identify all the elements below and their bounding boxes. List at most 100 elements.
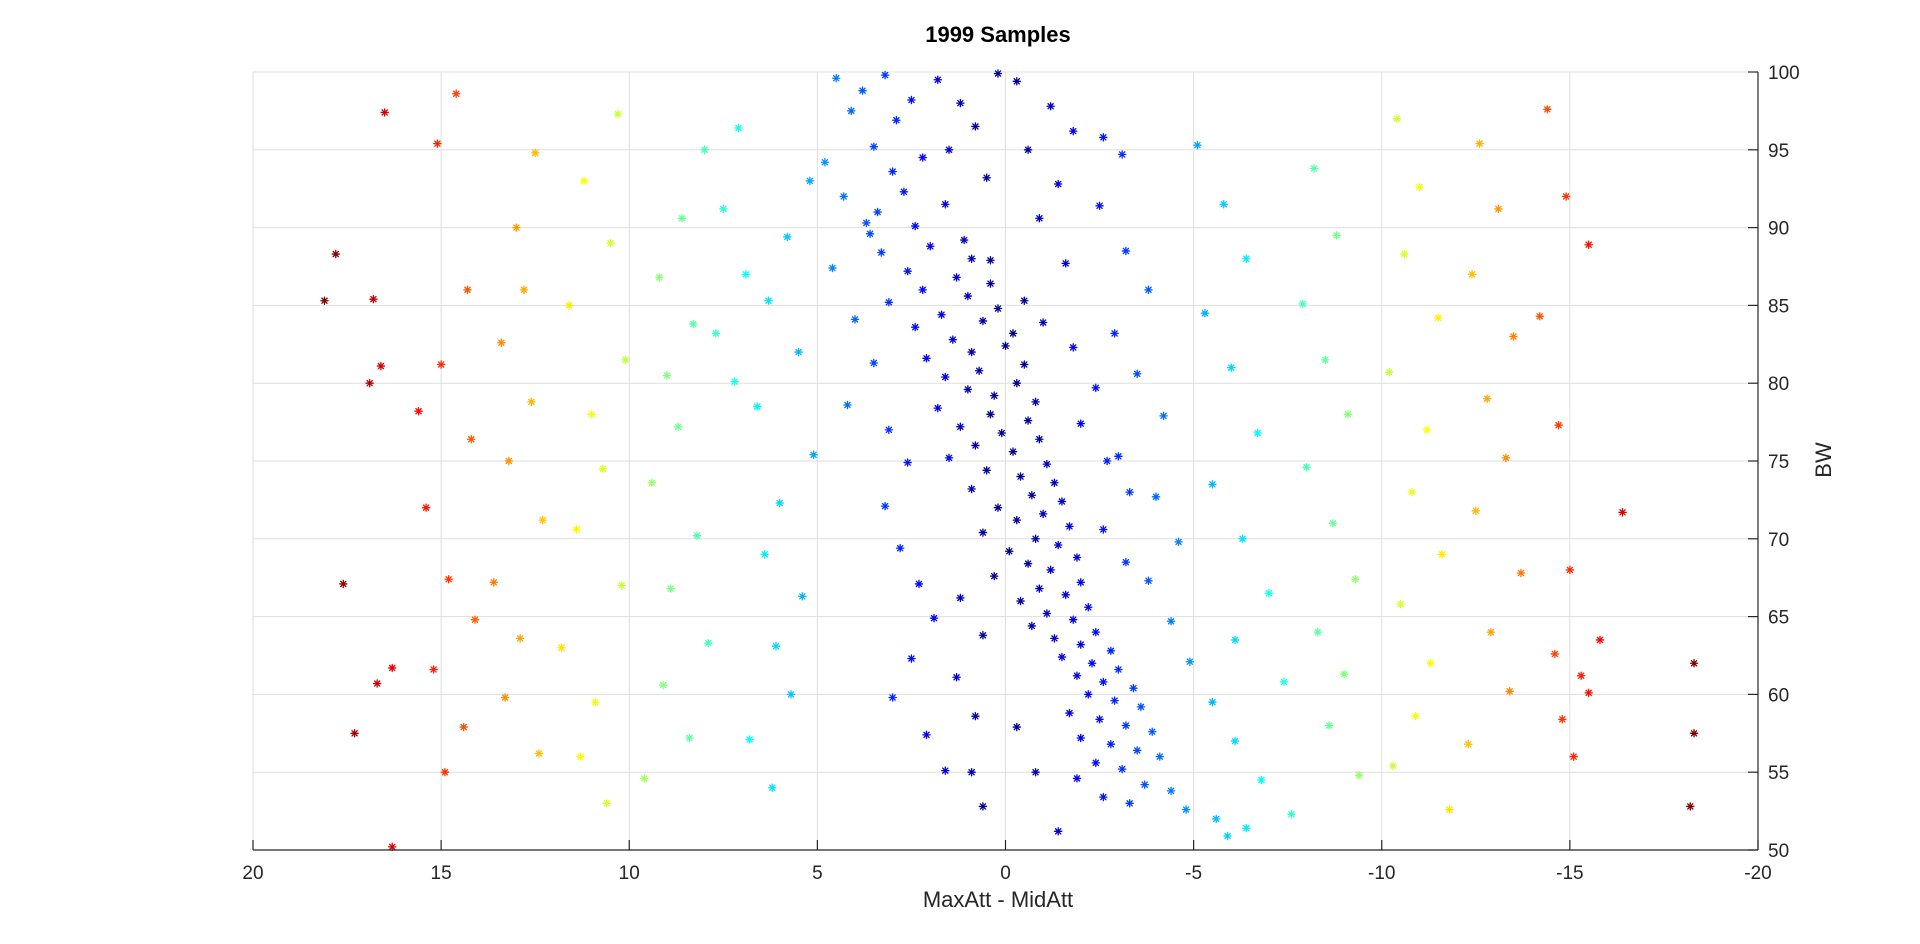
data-point (504, 456, 514, 466)
data-point (1061, 259, 1070, 268)
data-point (880, 70, 890, 80)
x-tick-label: 20 (242, 863, 263, 884)
data-point (1121, 246, 1131, 256)
data-point (1392, 114, 1402, 123)
data-point (339, 579, 348, 589)
data-point (1027, 490, 1037, 500)
data-point (1689, 729, 1699, 738)
data-point (1121, 721, 1131, 730)
data-point (1155, 752, 1165, 761)
data-point (591, 697, 600, 707)
data-point (1550, 649, 1560, 659)
data-point (1068, 343, 1078, 352)
data-point (944, 145, 954, 155)
data-point (677, 214, 687, 223)
data-point (365, 378, 374, 388)
data-point (1076, 640, 1085, 649)
x-tick-label: -20 (1744, 863, 1771, 884)
data-point (1516, 568, 1526, 578)
data-point (982, 466, 991, 475)
data-point (1324, 721, 1334, 730)
data-point (576, 752, 585, 761)
data-point (1174, 537, 1183, 547)
data-point (1035, 214, 1044, 223)
x-axis-title: MaxAtt - MidAtt (923, 887, 1073, 912)
data-point (1561, 192, 1571, 201)
data-point (1230, 635, 1240, 645)
data-point (1031, 767, 1040, 777)
data-point (1012, 378, 1022, 388)
data-point (1125, 487, 1134, 497)
y-tick-label: 85 (1768, 296, 1789, 317)
data-point (1136, 702, 1146, 712)
data-point (794, 347, 803, 357)
data-point (587, 410, 596, 419)
data-point (711, 329, 721, 338)
data-point (982, 173, 991, 183)
data-point (1050, 634, 1059, 643)
data-point (662, 371, 672, 380)
data-point (515, 634, 525, 643)
y-tick-label: 95 (1768, 141, 1789, 162)
data-point (1400, 249, 1409, 259)
data-point (1279, 677, 1289, 687)
data-point (1437, 550, 1447, 559)
data-point (1584, 688, 1593, 698)
data-point (1087, 659, 1097, 668)
data-point (1121, 557, 1131, 567)
data-point (1053, 540, 1063, 550)
data-point (771, 641, 781, 651)
data-point (910, 221, 920, 231)
data-point (606, 238, 615, 248)
data-point (971, 711, 980, 721)
data-point (700, 145, 709, 155)
data-point (1035, 584, 1044, 593)
data-point (1110, 696, 1119, 705)
data-point (1065, 708, 1074, 718)
data-point (1385, 368, 1394, 377)
data-point (974, 366, 984, 376)
data-point (1110, 329, 1119, 338)
data-point (993, 503, 1003, 512)
data-point (1242, 254, 1251, 263)
data-point (1332, 231, 1341, 240)
data-point (1321, 355, 1330, 365)
data-point (598, 464, 608, 474)
data-point (1159, 411, 1168, 421)
data-point (1042, 609, 1052, 618)
data-point (685, 733, 694, 743)
data-point (899, 187, 909, 197)
data-point (534, 749, 544, 758)
data-point (926, 242, 935, 251)
data-point (1208, 697, 1217, 707)
data-point (828, 263, 837, 273)
data-point (1053, 827, 1063, 836)
data-point (798, 592, 807, 601)
data-point (602, 799, 611, 808)
data-point (372, 679, 382, 688)
data-point (1091, 383, 1101, 393)
data-point (1117, 764, 1127, 774)
data-point (470, 615, 480, 624)
data-point (1140, 780, 1149, 789)
y-tick-label: 90 (1768, 219, 1789, 240)
data-point (1313, 627, 1323, 637)
data-point (1558, 715, 1567, 724)
data-point (892, 115, 901, 125)
data-point (1328, 518, 1338, 528)
data-point (741, 270, 751, 279)
data-point (948, 335, 958, 344)
data-point (910, 322, 920, 332)
data-point (971, 441, 980, 450)
data-point (1230, 736, 1240, 746)
data-point (1339, 669, 1349, 679)
data-point (831, 73, 841, 83)
data-point (1068, 126, 1078, 136)
data-point (466, 434, 476, 444)
data-point (350, 729, 359, 738)
data-point (937, 310, 946, 319)
data-point (1227, 363, 1236, 372)
data-point (380, 108, 389, 117)
data-point (1407, 487, 1417, 497)
